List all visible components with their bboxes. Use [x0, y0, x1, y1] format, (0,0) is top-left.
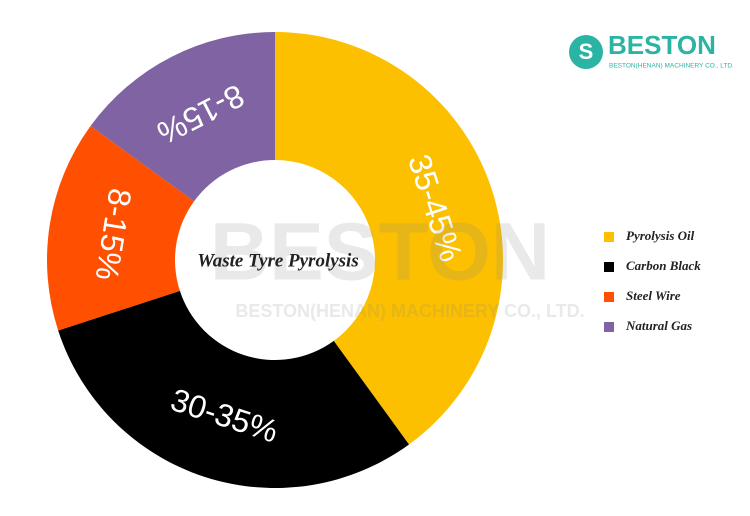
slice	[275, 32, 503, 445]
slice	[47, 125, 195, 331]
watermark-name: BESTON	[210, 207, 550, 298]
legend-label: Natural Gas	[625, 318, 692, 333]
logo: S BESTON BESTON(HENAN) MACHINERY CO., LT…	[569, 30, 734, 70]
watermark: BESTON BESTON(HENAN) MACHINERY CO., LTD.	[210, 207, 585, 321]
legend-swatch	[604, 292, 614, 302]
logo-name: BESTON	[608, 30, 716, 60]
legend-label: Steel Wire	[626, 288, 681, 303]
slice	[90, 32, 275, 202]
logo-company: BESTON(HENAN) MACHINERY CO., LTD.	[609, 63, 734, 70]
slice	[58, 290, 410, 488]
legend-swatch	[604, 232, 614, 242]
logo-icon	[569, 35, 603, 69]
legend-swatch	[604, 262, 614, 272]
legend-label: Pyrolysis Oil	[626, 228, 695, 243]
legend-swatch	[604, 322, 614, 332]
legend: Pyrolysis Oil Carbon Black Steel Wire Natur…	[604, 228, 701, 333]
donut: 35-45%30-35%8-15%8-15%	[47, 32, 503, 488]
legend-label: Carbon Black	[626, 258, 701, 273]
logo-icon-letter: S	[579, 39, 594, 64]
watermark-company: BESTON(HENAN) MACHINERY CO., LTD.	[235, 301, 584, 321]
chart-title: Waste Tyre Pyrolysis	[197, 250, 358, 271]
